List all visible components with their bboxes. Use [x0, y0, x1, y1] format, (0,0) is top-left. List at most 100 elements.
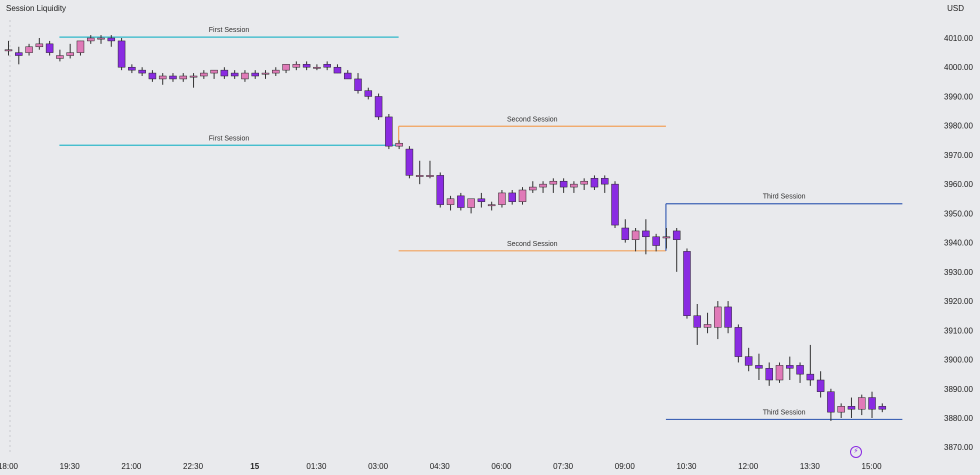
x-tick-label: 07:30 [553, 462, 574, 471]
candle-body [251, 72, 259, 77]
candle-body [529, 186, 537, 191]
candle-body [786, 365, 794, 369]
candle-body [570, 183, 578, 188]
x-tick-label: 09:00 [615, 462, 636, 471]
candle-body [107, 37, 116, 42]
candle-body [97, 37, 105, 40]
candle-body [272, 69, 280, 74]
candle-body [189, 75, 198, 78]
candle-body [590, 178, 599, 188]
candle-body [117, 40, 126, 68]
candle-body [15, 52, 23, 56]
chart-title: Session Liquidity [6, 4, 67, 13]
y-tick-label: 3940.00 [944, 239, 973, 248]
candle-body [364, 90, 373, 97]
candle-body [128, 66, 136, 71]
x-tick-label: 22:30 [183, 462, 204, 471]
candle-body [354, 78, 362, 91]
candle-body [806, 373, 815, 381]
candle-body [457, 195, 465, 208]
candle-body [868, 397, 876, 410]
session-label: Second Session [507, 241, 558, 248]
candle-body [683, 251, 691, 316]
candle-body [857, 397, 866, 410]
y-tick-label: 3980.00 [944, 122, 973, 131]
candle-body [621, 227, 630, 240]
candle-body [282, 64, 290, 71]
y-tick-label: 3930.00 [944, 268, 973, 277]
x-tick-label: 01:30 [306, 462, 327, 471]
candle-body [220, 69, 229, 77]
x-tick-label: 21:00 [121, 462, 142, 471]
x-tick-label: 06:00 [491, 462, 512, 471]
y-tick-label: 3900.00 [944, 356, 973, 365]
candle-body [86, 37, 95, 42]
candle-body [230, 72, 239, 77]
candle-body [549, 180, 558, 185]
candle-body [313, 66, 321, 69]
candle-body [25, 46, 33, 53]
candle-body [508, 192, 516, 202]
candle-body [642, 230, 650, 238]
y-tick-label: 4000.00 [944, 63, 973, 72]
candle-body [405, 148, 414, 176]
session-label: Third Session [763, 409, 806, 416]
candle-body [292, 64, 301, 68]
candle-body [343, 72, 352, 80]
candle-body [148, 72, 157, 80]
y-tick-label: 3950.00 [944, 209, 973, 218]
candle-body [827, 391, 835, 413]
candle-body [333, 66, 342, 74]
x-tick-label: 13:30 [800, 462, 821, 471]
candle-body [765, 368, 773, 381]
session-label: First Session [209, 135, 250, 142]
session-label: Third Session [763, 194, 806, 201]
candle-body [724, 306, 732, 328]
candle-body [816, 379, 825, 392]
candle-body [395, 142, 403, 147]
candle-body [631, 230, 640, 240]
candle-body [693, 315, 702, 328]
x-tick-label: 04:30 [430, 462, 451, 471]
candle-body [302, 64, 311, 68]
candle-body [179, 75, 188, 80]
candle-body [169, 75, 177, 80]
x-tick-label: 03:00 [368, 462, 389, 471]
candle-body [56, 55, 64, 59]
x-tick-label: 19:30 [60, 462, 81, 471]
candle-body [35, 43, 44, 48]
lightning-icon: ⚡ [850, 446, 862, 458]
x-tick-label: 15 [250, 462, 259, 471]
candle-body [518, 189, 527, 202]
candle-body [796, 365, 804, 375]
candle-body [66, 52, 74, 56]
session-label: First Session [209, 27, 250, 34]
y-tick-label: 3890.00 [944, 385, 973, 394]
candle-body [210, 69, 218, 74]
currency-label: USD [947, 4, 964, 13]
x-tick-label: 10:30 [676, 462, 697, 471]
candle-body [76, 40, 85, 53]
x-tick-label: 15:00 [862, 462, 883, 471]
candle-body [498, 192, 506, 205]
candle-body [374, 96, 383, 118]
candle-body [600, 178, 609, 185]
x-tick-label: 18:00 [0, 462, 19, 471]
candle-body [611, 183, 619, 226]
y-tick-label: 4010.00 [944, 34, 973, 43]
candle-body [714, 306, 722, 328]
candle-body [744, 356, 753, 366]
candle-body [878, 406, 887, 410]
candle-body [426, 175, 434, 177]
candle-body [652, 236, 660, 246]
candle-body [323, 64, 331, 68]
candle-body [580, 180, 588, 185]
candle-body [775, 365, 784, 381]
candle-body [261, 72, 270, 75]
x-tick-label: 12:00 [738, 462, 759, 471]
candle-body [755, 365, 763, 369]
session-label: Second Session [507, 116, 558, 123]
candle-body [45, 43, 54, 53]
candle-body [559, 180, 568, 188]
